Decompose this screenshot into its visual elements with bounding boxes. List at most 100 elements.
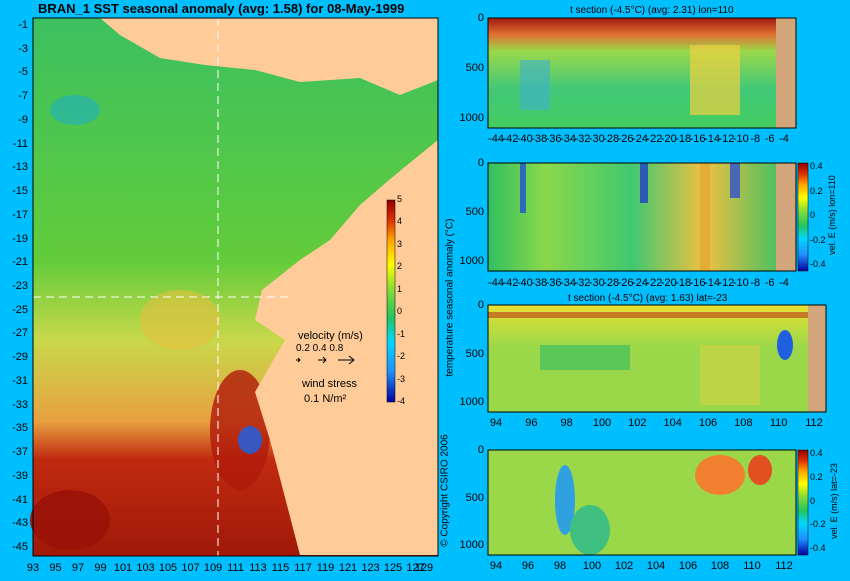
- map-x-tick: 101: [113, 562, 133, 574]
- section-x-tick: -26: [617, 277, 634, 289]
- map-x-tick: 105: [158, 562, 178, 574]
- map-y-tick: -11: [12, 137, 28, 150]
- section-y-tick: 1000: [459, 255, 484, 267]
- vel-colorbar-tick: 0: [810, 495, 816, 506]
- section-panel-1: [487, 17, 797, 129]
- vel-colorbar-tick: 0.4: [810, 448, 823, 458]
- map-y-tick: -9: [18, 113, 28, 126]
- vel-colorbar-tick: 0: [810, 210, 816, 220]
- section-x-tick: 100: [592, 417, 612, 429]
- map-x-tick: 103: [136, 562, 155, 574]
- section-y-tick: 0: [477, 299, 484, 311]
- map-y-tick: -35: [12, 422, 28, 435]
- section-x-tick: -16: [689, 133, 706, 145]
- cool-patch: [50, 95, 100, 125]
- section-y-tick: 0: [477, 157, 484, 169]
- wind-legend-scale: 0.1 N/m²: [304, 393, 347, 405]
- section-x-tick: 96: [521, 560, 535, 572]
- section-x-tick: -22: [646, 133, 663, 145]
- section-x-tick: -36: [545, 133, 562, 145]
- wind-legend-label: wind stress: [302, 378, 358, 390]
- section-x-tick: -30: [588, 133, 605, 145]
- map-y-tick: -31: [12, 374, 28, 387]
- section-x-tick: 112: [775, 560, 793, 572]
- section-y-tick: 500: [465, 206, 484, 218]
- cool-patch: [238, 426, 262, 454]
- map-y-tick: -17: [12, 208, 28, 221]
- map-x-tick: 125: [383, 562, 403, 574]
- map-y-tick: -25: [12, 303, 28, 316]
- section-x-tick: 104: [646, 560, 666, 572]
- section-x-tick: 102: [614, 560, 634, 572]
- velocity-legend-scale: 0.2 0.4 0.8: [296, 343, 344, 354]
- map-x-tick: 127: [406, 562, 425, 574]
- section-x-tick: 98: [553, 560, 567, 572]
- section-x-tick: 110: [743, 560, 761, 572]
- map-colorbar-tick: 4: [397, 216, 403, 227]
- section-panel-4: [487, 449, 797, 556]
- panel-1-title: t section (-4.5°C) (avg: 2.31) lon=110: [570, 5, 734, 16]
- section-y-tick: 0: [477, 12, 484, 24]
- section-x-tick: -44: [488, 133, 504, 145]
- map-y-tick: -7: [18, 90, 28, 103]
- map-y-tick: -15: [12, 185, 28, 198]
- map-x-tick: 111: [227, 562, 244, 574]
- section-x-tick: -42: [502, 277, 519, 289]
- map-y-tick: -41: [12, 493, 28, 506]
- section-x-tick: -26: [617, 133, 634, 145]
- section-x-tick: -22: [646, 277, 663, 289]
- velocity-legend-arrows: [296, 355, 355, 365]
- vel-colorbar-tick: -0.4: [810, 543, 826, 553]
- section-x-tick: -16: [689, 277, 706, 289]
- map-x-tick: 121: [338, 562, 358, 574]
- section-y-tick: 500: [465, 491, 484, 504]
- map-colorbar-label: temperature seasonal anomaly (°C): [444, 218, 456, 377]
- section-x-tick: -6: [764, 277, 775, 289]
- section-x-tick: -24: [632, 133, 648, 145]
- section-x-tick: -36: [545, 277, 562, 289]
- vel-colorbar-1: [797, 162, 809, 272]
- section-x-tick: -28: [603, 133, 620, 145]
- section-y-tick: 0: [477, 444, 484, 456]
- map-y-tick: -27: [12, 327, 28, 340]
- section-x-tick: -4: [779, 277, 789, 289]
- section-x-tick: -34: [560, 133, 576, 145]
- warm-patch: [210, 370, 270, 490]
- map-x-tick: 109: [203, 562, 223, 574]
- map-y-tick: -29: [12, 351, 28, 364]
- map-x-tick: 123: [361, 562, 380, 574]
- section-x-tick: 96: [525, 417, 538, 429]
- map-y-tick: -43: [12, 517, 28, 530]
- section-x-tick: 94: [489, 560, 503, 572]
- map-y-tick: -45: [12, 541, 28, 553]
- map-colorbar: [386, 199, 396, 403]
- section-x-tick: 108: [734, 417, 753, 429]
- section-x-tick: 104: [663, 417, 682, 429]
- section-x-tick: -4: [779, 133, 789, 145]
- map-x-tick: 95: [49, 562, 62, 574]
- map-x-tick: 129: [414, 562, 434, 574]
- section-x-tick: -32: [574, 277, 591, 289]
- section-x-tick: 110: [769, 417, 788, 429]
- section-x-tick: -12: [718, 277, 735, 289]
- map-y-tick: -19: [12, 232, 28, 245]
- map-y-tick: -3: [18, 42, 28, 55]
- vel-colorbar-tick: 0.2: [810, 471, 823, 482]
- map-colorbar-tick: 1: [397, 283, 403, 294]
- section-panel-3: [487, 304, 827, 413]
- section-x-tick: -40: [516, 133, 533, 145]
- section-y-tick: 500: [465, 347, 484, 360]
- map-colorbar-tick: -3: [397, 373, 406, 384]
- map-y-tick: -13: [12, 161, 28, 174]
- vel-colorbar-tick: 0.4: [810, 161, 823, 171]
- section-x-tick: 102: [628, 417, 647, 429]
- map-y-tick: -39: [12, 469, 28, 482]
- section-x-tick: -38: [531, 133, 548, 145]
- map-x-tick: 97: [71, 562, 85, 574]
- land-indonesia: [100, 18, 438, 95]
- map-colorbar-tick: -1: [397, 328, 406, 339]
- vel-colorbar-tick: 0.2: [810, 185, 823, 196]
- map-colorbar-tick: 5: [397, 194, 403, 204]
- copyright-text: © Copyright CSIRO 2006: [439, 434, 451, 547]
- section-x-tick: -30: [588, 277, 605, 289]
